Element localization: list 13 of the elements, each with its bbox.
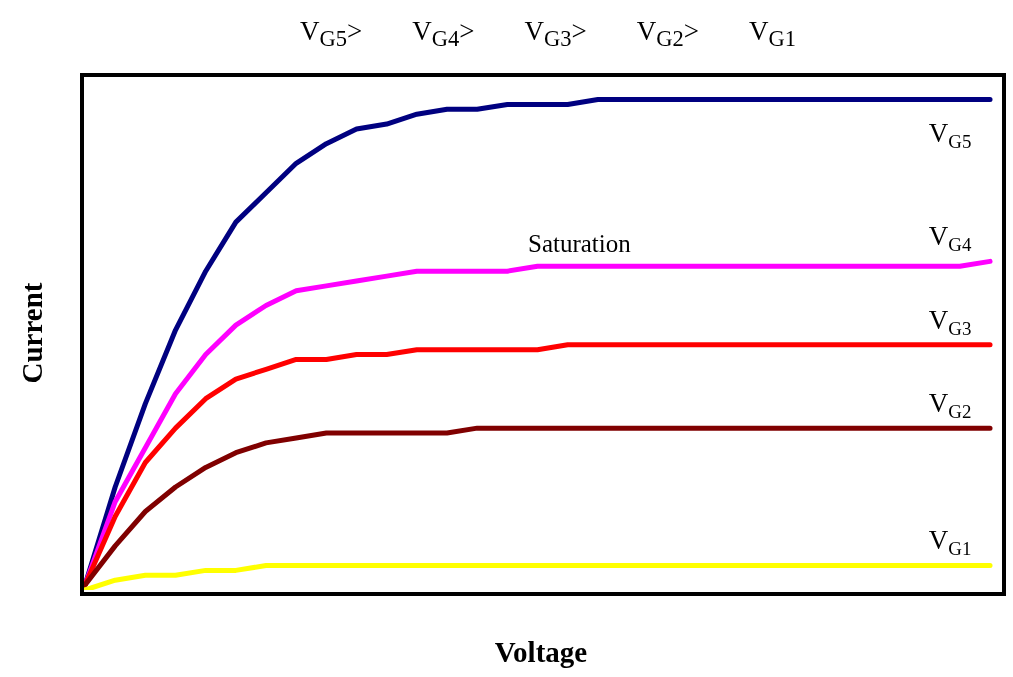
series-label: V$_{G4}$ bbox=[928, 221, 972, 256]
text: V$_{G5}$> bbox=[300, 16, 363, 52]
text: V$_{G1}$ bbox=[748, 16, 796, 52]
annotation: Saturation bbox=[528, 230, 631, 257]
series-label: V$_{G5}$ bbox=[928, 117, 972, 152]
text: V$_{G4}$> bbox=[412, 16, 475, 52]
text: V$_{G3}$> bbox=[524, 16, 587, 52]
y-axis-title: Current bbox=[15, 282, 48, 383]
series-label: V$_{G1}$ bbox=[928, 525, 972, 560]
x-axis-title: Voltage bbox=[494, 636, 588, 668]
series-label: V$_{G3}$ bbox=[928, 304, 972, 339]
series-label: V$_{G2}$ bbox=[928, 388, 972, 422]
text: V$_{G2}$> bbox=[636, 16, 699, 52]
